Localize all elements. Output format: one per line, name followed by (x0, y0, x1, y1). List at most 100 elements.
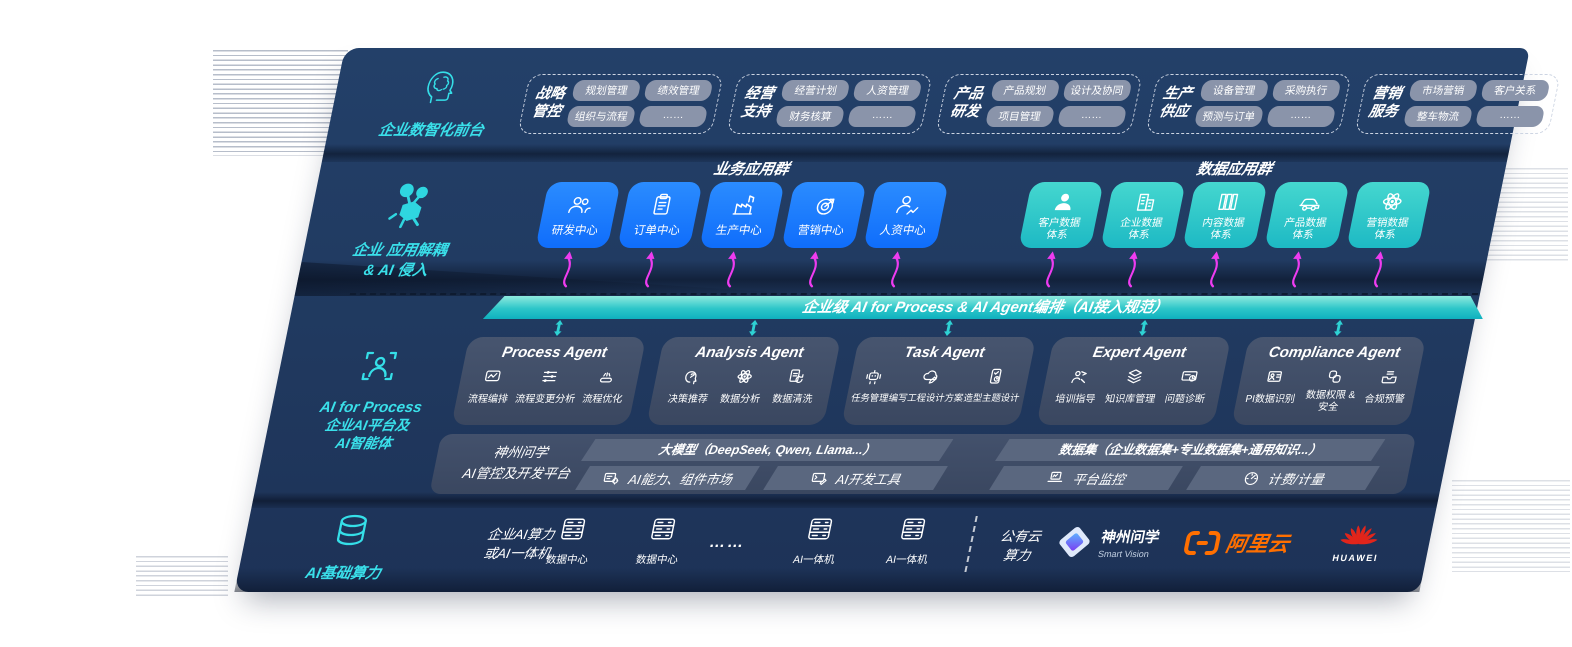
magenta-flow-arrow (1374, 251, 1384, 288)
chip-grid: 产品规划 设计及协同 项目管理 …… (984, 80, 1133, 127)
brain-head-icon (427, 71, 454, 104)
id-card-icon (1263, 367, 1286, 386)
ai-layer-label-zh2: AI智能体 (333, 435, 394, 452)
content-library-icon (1213, 189, 1243, 214)
double-arrow-icon (1139, 320, 1148, 336)
data-group-title: 数据应用群 (1195, 161, 1274, 178)
person-icon (1049, 189, 1079, 214)
app-card-wrap: 生产中心 (691, 182, 785, 288)
server-label: AI一体机 (791, 554, 836, 566)
magenta-flow-arrow (1128, 251, 1138, 288)
chip: 市场营销 (1408, 80, 1479, 101)
ai-layer-label-en: AI for Process (318, 399, 424, 416)
capability-bar: AI能力、组件市场 (575, 466, 760, 490)
chip: 财务核算 (775, 106, 846, 127)
hr-icon (892, 192, 923, 218)
app-card-hr-center: 人资中心 (863, 182, 949, 248)
front-group-title: 战略管控 (530, 86, 567, 120)
platform-strip: 神州问学 AI管控及开发平台 大模型（DeepSeek, Qwen, Llama… (429, 434, 1417, 494)
server-rack-icon (804, 516, 835, 542)
front-group-title: 营销服务 (1367, 86, 1404, 120)
agent-item-label: 合规预警 (1363, 394, 1406, 405)
monitor-bar-label: 平台监控 (1071, 471, 1127, 487)
front-group-production: 生产供应 设备管理 采购执行 预测与订单 …… (1145, 74, 1352, 134)
chip: 组织与流程 (566, 106, 637, 127)
monitor-flow-icon (481, 367, 504, 386)
data-card-label-line2: 体系 (1291, 229, 1315, 241)
data-card-label-line1: 客户数据 (1037, 216, 1082, 229)
head-idea-icon (681, 367, 704, 386)
agent-items: 流程编排 流程变更分析 流程优化 (455, 367, 640, 405)
public-cloud-label: 公有云 算力 (982, 528, 1056, 566)
factory-icon (728, 192, 759, 218)
chip-grid: 经营计划 人资管理 财务核算 …… (775, 80, 923, 127)
app-layer-label: 企业 应用解耦 & AI 侵入 (309, 241, 485, 282)
app-card-wrap: 订单中心 (609, 182, 703, 288)
monitor-bar: 平台监控 (989, 466, 1183, 490)
secure-link-icon (1323, 367, 1346, 386)
data-card-label-line1: 内容数据 (1201, 216, 1246, 229)
agent-item: 流程优化 (581, 367, 629, 405)
agent-item-label: 流程优化 (581, 394, 624, 405)
data-card-wrap: 内容数据 体系 (1174, 182, 1268, 288)
app-card-wrap: 营销中心 (773, 182, 867, 288)
decor-stripes-right-lower (1452, 480, 1570, 572)
agent-item: 编写工程设计方案 (888, 367, 970, 404)
double-arrow-icon (554, 320, 563, 336)
data-card-label-line1: 企业数据 (1119, 216, 1164, 229)
chip: 整车物流 (1402, 106, 1474, 127)
layer-boundary-dashed-line (349, 293, 1479, 295)
server-rack-icon (897, 516, 928, 542)
data-card-label-line2: 体系 (1373, 229, 1397, 241)
molecule-icon (388, 183, 428, 229)
agent-box-task: Task Agent 任务管理 编写工程设计方案 造型主题设计 (841, 337, 1037, 425)
agent-item-label: 流程编排 (466, 394, 509, 405)
app-layer-label-line1: 企业 应用解耦 (350, 242, 449, 259)
chip: 客户关系 (1480, 80, 1551, 101)
dataset-bar: 数据集（企业数据集+专业数据集+通用知识...） (995, 439, 1385, 461)
ai-layer-label-zh1: 企业AI平台及 (323, 417, 411, 433)
billing-bar: 计费/计量 (1186, 466, 1380, 490)
aliyun-logo: 阿里云 (1179, 528, 1292, 558)
chip: 绩效管理 (643, 80, 714, 101)
atom-icon (1377, 189, 1407, 214)
chip: 人资管理 (852, 80, 923, 101)
app-card-order-center: 订单中心 (617, 182, 703, 248)
agent-item-label: 决策推荐 (666, 394, 709, 405)
scan-person-icon (361, 351, 398, 381)
training-icon (1068, 367, 1091, 386)
platform-label-line2: AI管控及开发平台 (461, 465, 572, 481)
laptop-monitor-icon (1045, 469, 1067, 487)
devtools-bar: AI开发工具 (763, 466, 948, 490)
data-card-label: 内容数据 体系 (1199, 216, 1246, 241)
chip: …… (847, 106, 918, 127)
front-layer-rail: 企业数智化前台 (354, 62, 520, 140)
app-card-production-center: 生产中心 (699, 182, 785, 248)
chip: …… (1265, 106, 1336, 127)
ai-layer-rail: AI for Process 企业AI平台及 AI智能体 (278, 344, 468, 452)
server-block-datacenter: 数据中心 (525, 516, 615, 567)
agent-item: 问题诊断 (1164, 367, 1212, 405)
agent-title: Task Agent (902, 344, 987, 361)
design-card-icon (984, 367, 1007, 386)
architecture-panel: 企业数智化前台 战略管控 规划管理 绩效管理 组织与流程 …… 经营支持 经营计… (234, 48, 1561, 592)
agent-item-label: 造型主题设计 (962, 393, 1021, 403)
server-label: 数据中心 (544, 554, 590, 566)
app-card-rd-center: 研发中心 (535, 182, 621, 248)
dev-tools-icon (809, 469, 831, 487)
data-card-wrap: 产品数据 体系 (1256, 182, 1350, 288)
server-label: 数据中心 (634, 554, 680, 566)
chip: 设备管理 (1198, 80, 1270, 101)
app-card-marketing-center: 营销中心 (781, 182, 867, 248)
app-card-label: 营销中心 (796, 225, 845, 237)
magenta-flow-arrow (1046, 251, 1056, 288)
robot-icon (863, 367, 886, 386)
agent-item-label: 编写工程设计方案 (887, 393, 965, 403)
platform-label-line1: 神州问学 (492, 445, 550, 460)
app-card-label: 研发中心 (550, 225, 599, 237)
team-icon (564, 192, 595, 218)
huawei-text: HUAWEI (1331, 553, 1380, 563)
agent-item: PI数据识别 (1244, 367, 1301, 405)
magenta-flow-arrow (563, 251, 573, 288)
data-card-marketing: 营销数据 体系 (1346, 182, 1432, 248)
